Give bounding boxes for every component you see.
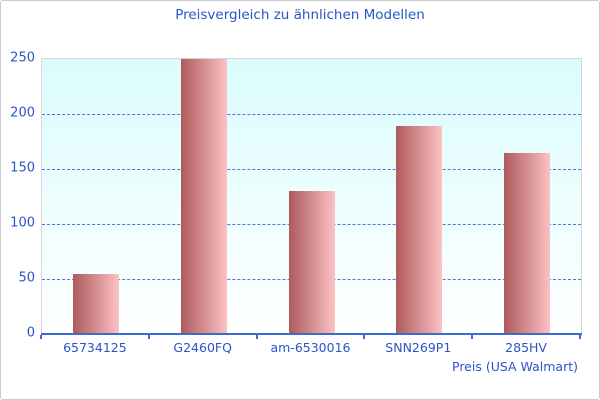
- bar-am-6530016: [288, 191, 335, 334]
- x-tick-label-G2460FQ: G2460FQ: [173, 340, 232, 355]
- x-axis-tick: [363, 335, 366, 339]
- x-tick-label-285HV: 285HV: [505, 340, 547, 355]
- x-axis-tick: [471, 335, 474, 339]
- y-tick-label-0: 0: [26, 325, 35, 341]
- x-axis-tick: [255, 335, 258, 339]
- y-tick-label-50: 50: [18, 270, 35, 286]
- bar-SNN269P1: [396, 126, 443, 334]
- y-tick-label-250: 250: [10, 50, 35, 66]
- x-axis-line: [41, 333, 582, 335]
- x-tick-label-65734125: 65734125: [63, 340, 127, 355]
- y-tick-label-200: 200: [10, 105, 35, 121]
- bar-65734125: [72, 273, 119, 334]
- chart-title: Preisvergleich zu ähnlichen Modellen: [175, 7, 425, 23]
- gridline-200: [42, 114, 581, 115]
- x-axis-tick: [579, 335, 581, 339]
- plot-area: [41, 58, 582, 334]
- x-tick-label-SNN269P1: SNN269P1: [385, 340, 452, 355]
- bar-G2460FQ: [180, 59, 227, 334]
- x-axis-tick: [40, 335, 42, 339]
- x-axis-labels: 65734125 G2460FQ am-6530016 SNN269P1 285HV: [41, 340, 580, 356]
- y-axis-labels: 0 50 100 150 200 250: [1, 51, 35, 341]
- bar-285HV: [504, 152, 551, 334]
- gridline-150: [42, 169, 581, 170]
- x-axis-tick: [147, 335, 150, 339]
- x-tick-label-am-6530016: am-6530016: [270, 340, 351, 355]
- y-tick-label-150: 150: [10, 160, 35, 176]
- x-axis-caption: Preis (USA Walmart): [452, 359, 578, 374]
- y-tick-label-100: 100: [10, 215, 35, 231]
